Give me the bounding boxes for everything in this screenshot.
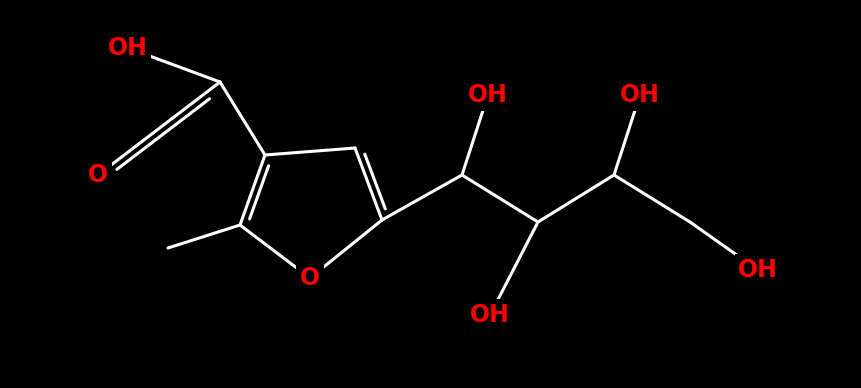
Text: OH: OH (468, 83, 508, 107)
Text: O: O (88, 163, 108, 187)
Text: O: O (300, 266, 320, 290)
Text: OH: OH (470, 303, 510, 327)
Text: OH: OH (620, 83, 660, 107)
Text: OH: OH (108, 36, 148, 60)
Text: OH: OH (738, 258, 778, 282)
